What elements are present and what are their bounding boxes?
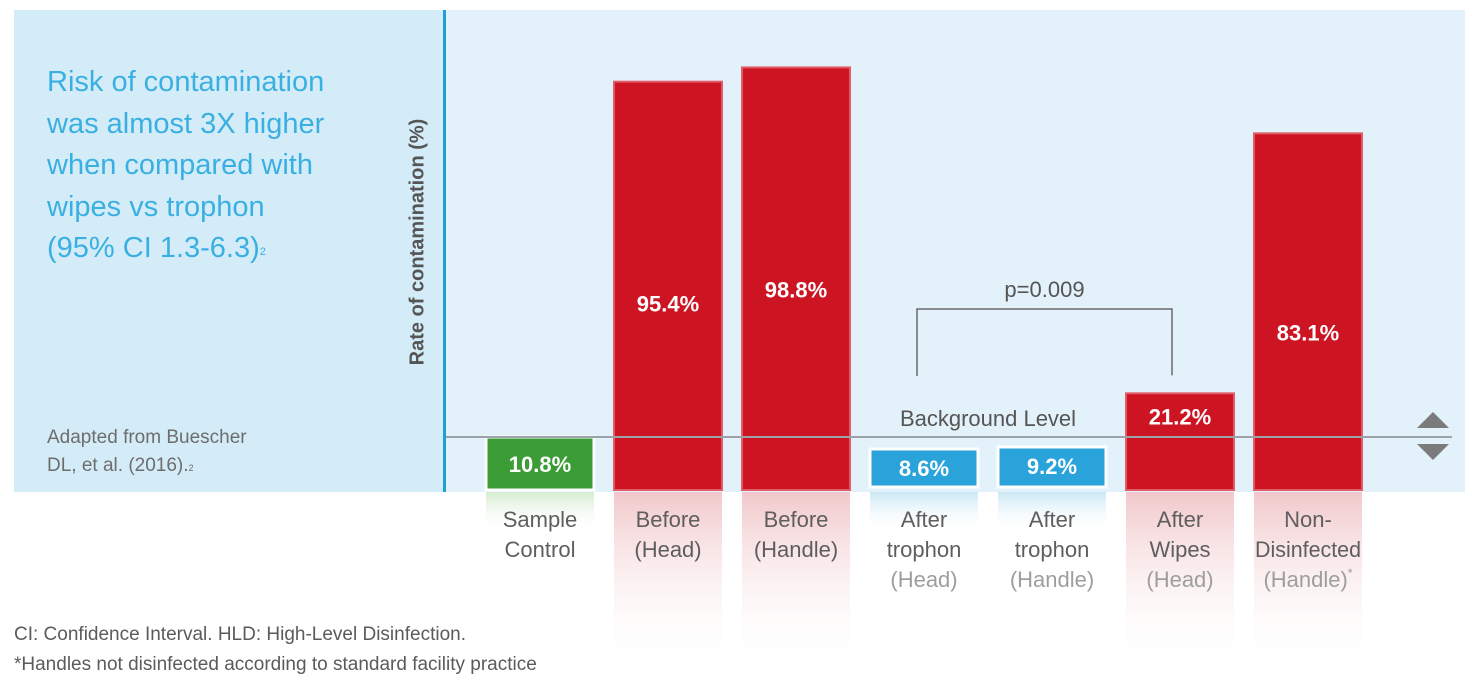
category-label-0-line-1: Control (505, 537, 576, 562)
summary-panel (14, 10, 444, 492)
bar-value-label-3: 8.6% (899, 456, 949, 481)
bar-reflection-1 (614, 492, 722, 672)
category-label-5-line-1: Wipes (1149, 537, 1210, 562)
bar-value-label-0: 10.8% (509, 452, 571, 477)
headline-reference: 2 (259, 246, 266, 258)
bar-reflection-4 (998, 492, 1106, 532)
bar-3 (868, 447, 980, 489)
bar-2 (741, 66, 851, 492)
footnote-line-1: CI: Confidence Interval. HLD: High-Level… (14, 624, 466, 645)
headline-line-3: when compared with (47, 149, 313, 181)
source-line-2-text: DL, et al. (2016). (47, 455, 189, 476)
category-label-4-line-1: trophon (1015, 537, 1090, 562)
bar-4 (996, 445, 1108, 489)
category-label-4-line-0: After (1029, 507, 1075, 532)
bar-reflection-2 (742, 492, 850, 672)
headline-line-4: wipes vs trophon (47, 190, 265, 223)
y-axis-line (443, 10, 446, 492)
bar-value-label-1: 95.4% (637, 292, 699, 317)
category-label-3-line-0: After (901, 507, 947, 532)
footnotes: CI: Confidence Interval. HLD: High-Level… (14, 620, 537, 680)
category-label-6-line-1: Disinfected (1255, 537, 1361, 562)
bar-value-label-4: 9.2% (1027, 454, 1077, 479)
up-down-arrows-icon (1417, 412, 1449, 460)
headline: Risk of contamination was almost 3X high… (47, 62, 417, 270)
category-label-5-line-2: (Head) (1146, 567, 1213, 592)
bar-value-label-2: 98.8% (765, 277, 827, 302)
category-label-1-line-1: (Head) (634, 537, 701, 562)
bar-reflection-0 (486, 492, 594, 532)
category-label-2-line-0: Before (764, 507, 829, 532)
source-reference: 2 (188, 463, 194, 473)
bar-6 (1253, 132, 1363, 491)
footnote-line-2: *Handles not disinfected according to st… (14, 654, 537, 675)
category-label-6-line-2: (Handle)* (1263, 566, 1352, 592)
category-label-4-line-2: (Handle) (1010, 567, 1094, 592)
bar-5 (1125, 392, 1235, 492)
bar-reflection-6 (1254, 492, 1362, 672)
category-label-5-line-0: After (1157, 507, 1203, 532)
source-line-2: DL, et al. (2016).2 (47, 452, 377, 480)
category-footnote-marker: * (1348, 566, 1353, 580)
bar-value-label-5: 21.2% (1149, 404, 1211, 429)
source-line-1: Adapted from Buescher (47, 427, 247, 448)
bar-reflection-3 (870, 492, 978, 532)
background-level-label: Background Level (900, 406, 1076, 431)
bar-1 (613, 80, 723, 492)
source-citation: Adapted from Buescher DL, et al. (2016).… (47, 424, 377, 480)
category-label-3-line-1: trophon (887, 537, 962, 562)
headline-ci-text: (95% CI 1.3-6.3) (47, 232, 260, 264)
category-label-1-line-0: Before (636, 507, 701, 532)
significance-p-value: p=0.009 (1004, 277, 1084, 302)
category-label-0-line-0: Sample (503, 507, 578, 532)
significance-bracket (916, 308, 1173, 376)
bar-0 (484, 435, 596, 492)
category-label-3-line-2: (Head) (890, 567, 957, 592)
category-label-6-line-0: Non- (1284, 507, 1332, 532)
headline-line-2: was almost 3X higher (47, 107, 325, 140)
headline-line-1: Risk of contamination (47, 66, 325, 98)
bar-reflection-5 (1126, 492, 1234, 672)
bar-value-label-6: 83.1% (1277, 320, 1339, 345)
headline-line-5: (95% CI 1.3-6.3)2 (47, 228, 417, 270)
category-label-2-line-1: (Handle) (754, 537, 838, 562)
